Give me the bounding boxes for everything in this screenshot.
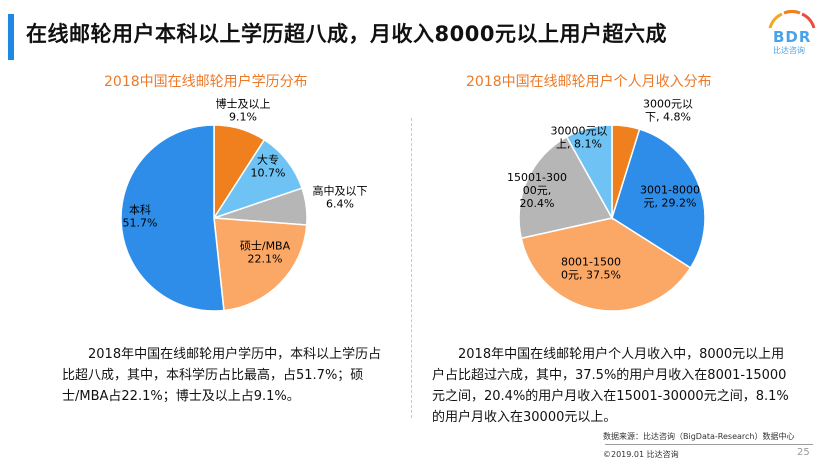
pie-slice <box>518 135 614 240</box>
bdr-logo <box>768 10 816 29</box>
pie-slice-label: 15001-300 00元, 20.4% <box>507 171 567 210</box>
pie-slice-label: 高中及以下 6.4% <box>313 184 368 211</box>
copyright: ©2019.01 比达咨询 <box>603 450 679 459</box>
pie-slice <box>213 217 308 312</box>
pie-slice <box>520 217 692 312</box>
data-source: 数据来源：比达咨询（BigData-Research）数据中心 <box>603 432 795 441</box>
page-number: 25 <box>797 447 810 458</box>
logo-subtext: 比达咨询 <box>773 46 805 55</box>
title-accent-bar <box>8 14 14 60</box>
pie-slice-label: 博士及以上 9.1% <box>216 98 271 124</box>
pie-slice-label: 3001-8000 元, 29.2% <box>640 184 700 210</box>
pie-slice-label: 30000元以上, 8.1% <box>551 125 608 151</box>
footer-divider <box>605 444 813 445</box>
page-title: 在线邮轮用户本科以上学历超八成，月收入8000元以上用户超六成 <box>26 22 667 46</box>
pie-slice <box>611 128 706 269</box>
chart-title-education: 2018中国在线邮轮用户学历分布 <box>104 74 308 90</box>
chart-divider <box>411 118 412 418</box>
pie-slice-label: 3000元以下, 4.8% <box>643 98 693 124</box>
pie-slice-label: 大专 10.7% <box>251 153 286 180</box>
pie-slice <box>565 124 613 221</box>
pie-slice-label: 本科 51.7% <box>123 203 158 230</box>
description-income: 2018年中国在线邮轮用户个人月收入中，8000元以上用户占比超过六成，其中，3… <box>432 347 789 425</box>
pie-slice <box>120 124 225 312</box>
pie-slice-label: 8001-1500 0元, 37.5% <box>561 256 621 282</box>
logo-text: BDR <box>773 28 812 46</box>
pie-slice-label: 硕士/MBA 22.1% <box>240 240 291 266</box>
chart-title-income: 2018中国在线邮轮用户个人月收入分布 <box>466 74 712 90</box>
description-education: 2018年中国在线邮轮用户学历中，本科以上学历占比超八成，其中，本科学历占比最高… <box>62 347 382 404</box>
